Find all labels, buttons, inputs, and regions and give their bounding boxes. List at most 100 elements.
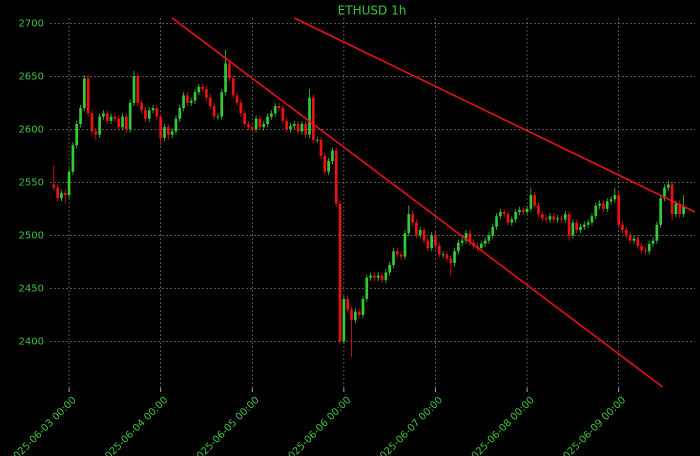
candle-body xyxy=(224,63,227,93)
candle-body xyxy=(418,230,422,236)
candle-body xyxy=(411,214,414,223)
candle-body xyxy=(166,127,170,135)
candle-body xyxy=(136,76,140,103)
candle-body xyxy=(609,199,613,202)
trend-line xyxy=(171,17,664,388)
candle-body xyxy=(651,240,655,244)
x-tick-label: 2025-06-06 00:00 xyxy=(282,395,354,456)
candle-body xyxy=(117,118,121,128)
candle-body xyxy=(376,275,380,278)
candle-body xyxy=(220,92,224,117)
candle-body xyxy=(79,108,82,125)
candle-body xyxy=(285,120,288,130)
candle-body xyxy=(426,240,430,249)
y-tick-label: 2600 xyxy=(19,124,44,135)
candle-body xyxy=(468,233,472,243)
candle-body xyxy=(121,116,124,128)
candle-body xyxy=(170,131,174,135)
x-tick-label: 2025-06-05 00:00 xyxy=(190,395,262,456)
candle-body xyxy=(193,92,197,101)
candle-body xyxy=(392,251,395,266)
candle-body xyxy=(628,235,632,241)
candle-body xyxy=(208,97,212,106)
candle-body xyxy=(556,218,559,220)
candle-body xyxy=(388,265,392,273)
candle-body xyxy=(525,208,529,213)
candle-body xyxy=(491,226,495,236)
candle-body xyxy=(575,222,579,231)
candle-body xyxy=(312,97,315,140)
candle-body xyxy=(102,113,105,117)
candle-body xyxy=(304,124,308,135)
candle-body xyxy=(430,235,433,249)
candle-body xyxy=(315,139,319,141)
candle-body xyxy=(182,95,185,109)
candle-body xyxy=(514,212,517,220)
candle-body xyxy=(483,240,487,244)
candle-body xyxy=(594,205,598,217)
candle-body xyxy=(437,245,441,255)
candle-body xyxy=(247,124,250,128)
candle-body xyxy=(602,203,605,209)
candle-body xyxy=(453,251,456,263)
candle-body xyxy=(155,108,159,117)
candle-body xyxy=(586,222,590,225)
candle-body xyxy=(499,212,502,217)
candle-body xyxy=(296,124,300,132)
candle-body xyxy=(624,230,628,236)
candle-body xyxy=(521,209,525,213)
candle-body xyxy=(262,124,266,128)
candle-body xyxy=(342,298,346,342)
candle-body xyxy=(529,195,533,209)
candle-body xyxy=(71,145,75,172)
candle-body xyxy=(380,275,384,280)
x-tick-label: 2025-06-07 00:00 xyxy=(374,395,446,456)
candle-body xyxy=(544,218,548,220)
candle-body xyxy=(273,105,277,114)
candle-body xyxy=(510,219,514,223)
candle-body xyxy=(682,205,685,215)
x-tick-label: 2025-06-04 00:00 xyxy=(99,395,171,456)
candle-body xyxy=(361,298,365,315)
candle-body xyxy=(243,113,246,125)
x-tick-label: 2025-06-09 00:00 xyxy=(557,395,629,456)
candle-body xyxy=(403,233,407,257)
candle-body xyxy=(346,298,350,310)
candle-body xyxy=(197,86,201,93)
candle-body xyxy=(495,216,498,227)
candle-body xyxy=(598,203,601,206)
candle-body xyxy=(163,127,166,138)
candle-body xyxy=(670,184,674,215)
candle-body xyxy=(350,309,353,321)
candle-body xyxy=(644,250,647,252)
candle-body xyxy=(147,110,151,119)
candle-body xyxy=(449,258,453,263)
candle-body xyxy=(250,127,254,130)
candle-body xyxy=(109,116,113,121)
candle-body xyxy=(441,254,445,256)
candle-body xyxy=(571,222,575,236)
candle-body xyxy=(369,275,372,278)
candle-body xyxy=(640,245,643,251)
candle-body xyxy=(128,102,132,130)
candle-body xyxy=(235,95,239,103)
candle-body xyxy=(254,118,258,130)
x-tick-label: 2025-06-08 00:00 xyxy=(465,395,537,456)
candle-body xyxy=(365,277,369,299)
candle-body xyxy=(308,97,311,135)
candle-body xyxy=(563,214,567,220)
candle-body xyxy=(567,214,571,236)
candle-body xyxy=(674,203,678,215)
candle-body xyxy=(113,116,117,119)
candle-body xyxy=(617,195,621,225)
x-tick-label: 2025-06-03 00:00 xyxy=(7,395,79,456)
candle-body xyxy=(212,105,216,117)
candle-body xyxy=(655,224,659,241)
candle-body xyxy=(541,214,544,219)
candle-body xyxy=(292,124,296,127)
candle-body xyxy=(357,311,361,315)
candle-body xyxy=(582,224,586,227)
candle-body xyxy=(63,192,67,196)
candle-body xyxy=(60,192,63,199)
